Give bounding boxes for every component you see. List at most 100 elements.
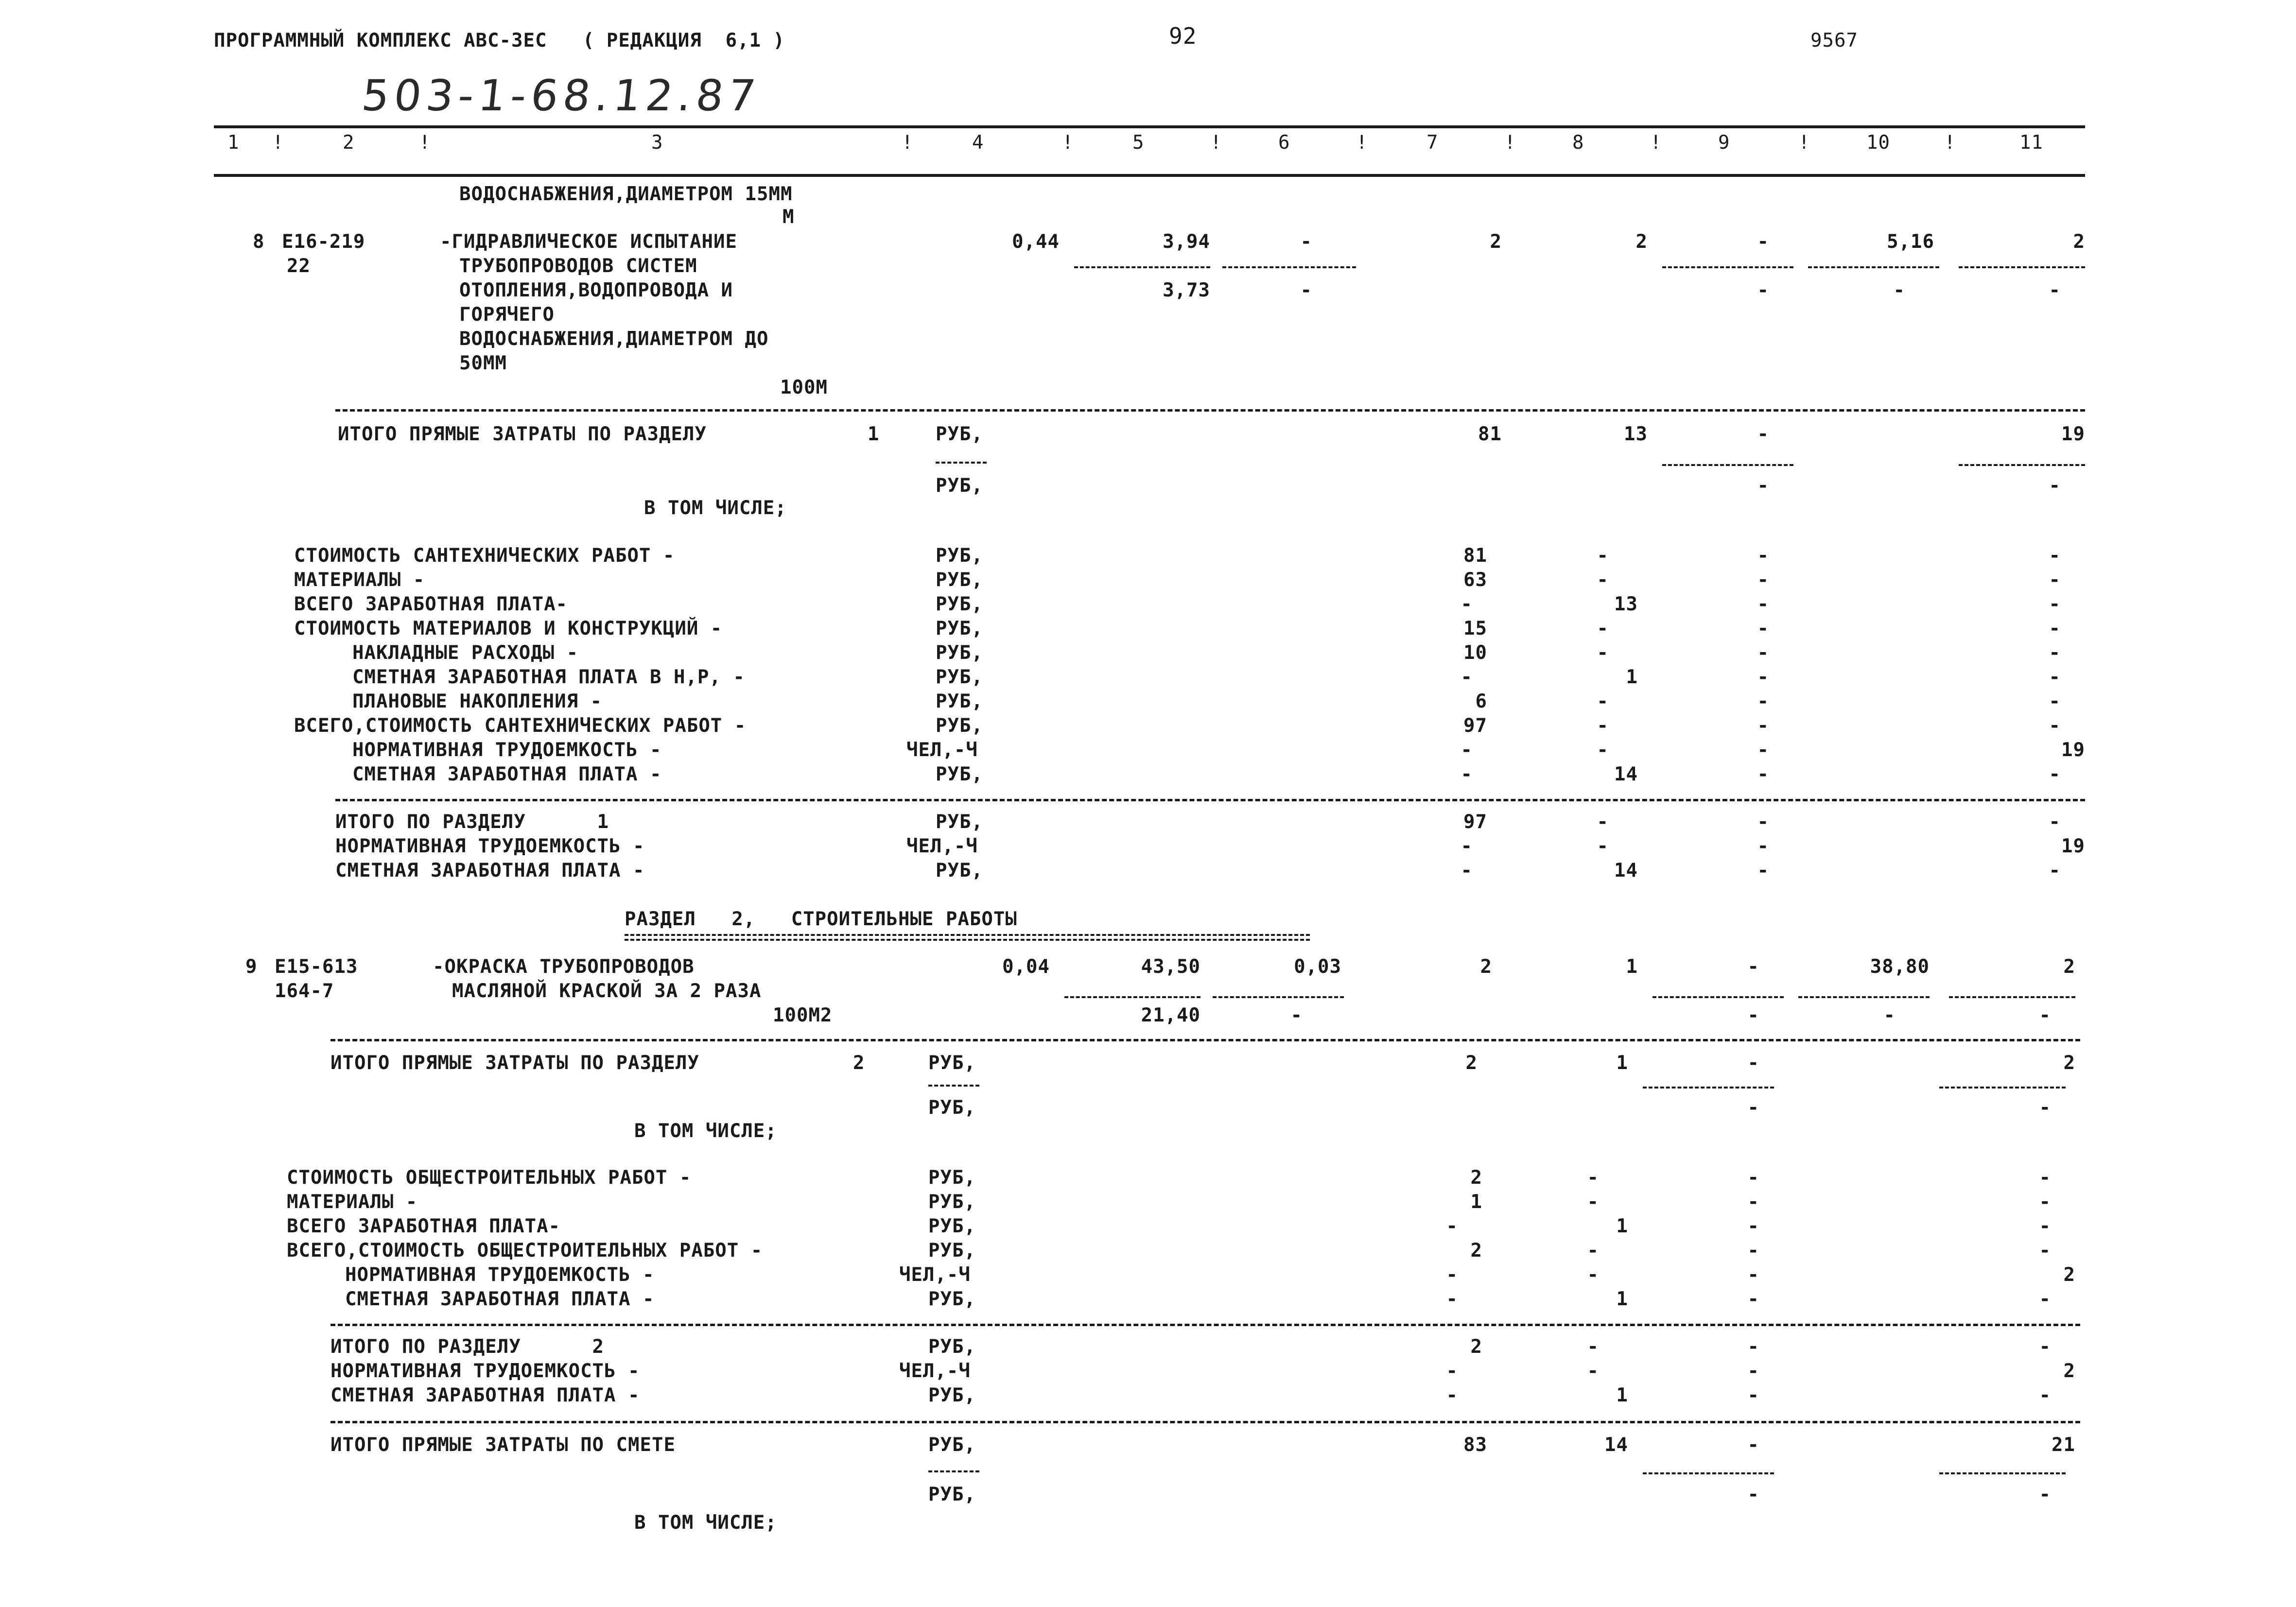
col-header-4: 4: [972, 132, 984, 154]
unit: РУБ,: [936, 569, 983, 591]
value: 1: [1616, 1384, 1628, 1406]
value: -: [1300, 279, 1312, 301]
value: -: [1747, 1434, 1759, 1456]
unit: ЧЕЛ,-Ч: [906, 835, 978, 857]
value: 2: [2063, 1360, 2075, 1382]
underline: [1222, 266, 1356, 268]
work-unit: 100М2: [773, 1004, 833, 1026]
work-description: -ОКРАСКА ТРУБОПРОВОДОВ: [433, 956, 695, 978]
underline: [1643, 1087, 1774, 1089]
unit-price-secondary: 3,73: [1163, 279, 1210, 301]
total-label: НОРМАТИВНАЯ ТРУДОЕМКОСТЬ -: [330, 1360, 640, 1382]
value: 14: [1614, 763, 1638, 785]
value: -: [2039, 1215, 2051, 1237]
breakdown-label: ВСЕГО,СТОИМОСТЬ САНТЕХНИЧЕСКИХ РАБОТ -: [294, 715, 747, 737]
value: -: [2049, 618, 2061, 639]
value: 0,03: [1294, 956, 1341, 978]
double-underline: [625, 934, 1310, 941]
value: -: [2039, 1167, 2051, 1189]
value: 2: [2073, 231, 2085, 253]
value: 38,80: [1870, 956, 1930, 978]
value: -: [1300, 231, 1312, 253]
value: -: [2039, 1004, 2051, 1026]
grand-total-label: ИТОГО ПРЯМЫЕ ЗАТРАТЫ ПО СМЕТЕ: [330, 1434, 676, 1456]
value: -: [1757, 666, 1769, 688]
breakdown-label: СМЕТНАЯ ЗАРАБОТНАЯ ПЛАТА В Н,Р, -: [352, 666, 745, 688]
page-number: 92: [1169, 23, 1197, 49]
value: 1: [1626, 956, 1638, 978]
unit: РУБ,: [936, 860, 983, 881]
value: -: [1747, 1052, 1759, 1074]
col-sep: !: [1504, 132, 1516, 154]
value: -: [1587, 1336, 1599, 1358]
value: -: [1446, 1384, 1458, 1406]
value: 13: [1624, 423, 1648, 445]
norm-code-sub: 22: [287, 255, 311, 277]
quantity: 0,44: [1012, 231, 1060, 253]
program-header: ПРОГРАММНЫЙ КОМПЛЕКС АВС-3ЕС ( РЕДАКЦИЯ …: [214, 30, 785, 52]
value: -: [1446, 1215, 1458, 1237]
col-sep: !: [419, 132, 431, 154]
breakdown-label: ВСЕГО ЗАРАБОТНАЯ ПЛАТА-: [294, 593, 568, 615]
value: -: [2049, 811, 2061, 833]
value: -: [2049, 642, 2061, 664]
value: 19: [2061, 835, 2085, 857]
separator: [330, 1421, 2080, 1423]
value: -: [1597, 642, 1609, 664]
work-description: ВОДОСНАБЖЕНИЯ,ДИАМЕТРОМ ДО: [459, 328, 769, 350]
value: -: [1757, 739, 1769, 761]
direct-costs-label: ИТОГО ПРЯМЫЕ ЗАТРАТЫ ПО РАЗДЕЛУ: [330, 1052, 699, 1074]
norm-code: Е15-613: [275, 956, 358, 978]
value: -: [1757, 545, 1769, 567]
direct-costs-label: ИТОГО ПРЯМЫЕ ЗАТРАТЫ ПО РАЗДЕЛУ: [338, 423, 707, 445]
value: -: [1747, 1004, 1759, 1026]
section-2-title: РАЗДЕЛ 2, СТРОИТЕЛЬНЫЕ РАБОТЫ: [625, 908, 1017, 930]
value: -: [2039, 1240, 2051, 1261]
underline: [1662, 464, 1793, 466]
including-label: В ТОМ ЧИСЛЕ;: [644, 497, 787, 519]
unit: РУБ,: [936, 691, 983, 712]
total-label: СМЕТНАЯ ЗАРАБОТНАЯ ПЛАТА -: [335, 860, 645, 881]
separator: [330, 1324, 2080, 1326]
unit: РУБ,: [936, 618, 983, 639]
value: -: [1757, 593, 1769, 615]
value: -: [1757, 475, 1769, 497]
underline: [1064, 996, 1200, 998]
value: -: [1446, 1360, 1458, 1382]
value: 1: [1616, 1288, 1628, 1310]
value: -: [2039, 1336, 2051, 1358]
value: -: [2049, 279, 2061, 301]
value: -: [1757, 642, 1769, 664]
breakdown-label: НОРМАТИВНАЯ ТРУДОЕМКОСТЬ -: [345, 1264, 655, 1286]
value: -: [1747, 1215, 1759, 1237]
value: -: [1587, 1264, 1599, 1286]
value: -: [2049, 666, 2061, 688]
value: 1: [1470, 1191, 1482, 1213]
unit: РУБ,: [936, 763, 983, 785]
breakdown-label: СТОИМОСТЬ ОБЩЕСТРОИТЕЛЬНЫХ РАБОТ -: [287, 1167, 692, 1189]
value: -: [2049, 569, 2061, 591]
underline: [1959, 464, 2085, 466]
value: 81: [1478, 423, 1502, 445]
value: 14: [1614, 860, 1638, 881]
value: 19: [2061, 423, 2085, 445]
unit-price: 3,94: [1163, 231, 1210, 253]
unit: РУБ,: [928, 1240, 976, 1261]
row-number: 8: [253, 231, 265, 253]
unit: РУБ,: [928, 1052, 976, 1074]
breakdown-label: ВСЕГО,СТОИМОСТЬ ОБЩЕСТРОИТЕЛЬНЫХ РАБОТ -: [287, 1240, 763, 1261]
value: -: [2039, 1097, 2051, 1119]
value: -: [1446, 1288, 1458, 1310]
value: -: [1747, 1360, 1759, 1382]
unit: РУБ,: [928, 1336, 976, 1358]
unit: РУБ,: [928, 1434, 976, 1456]
unit: РУБ,: [928, 1191, 976, 1213]
value: -: [1747, 1240, 1759, 1261]
value: -: [2049, 715, 2061, 737]
value: -: [1597, 715, 1609, 737]
value: -: [1587, 1191, 1599, 1213]
value: -: [2049, 593, 2061, 615]
value: -: [1883, 1004, 1896, 1026]
col-header-3: 3: [651, 132, 663, 154]
value: 2: [2063, 1264, 2075, 1286]
